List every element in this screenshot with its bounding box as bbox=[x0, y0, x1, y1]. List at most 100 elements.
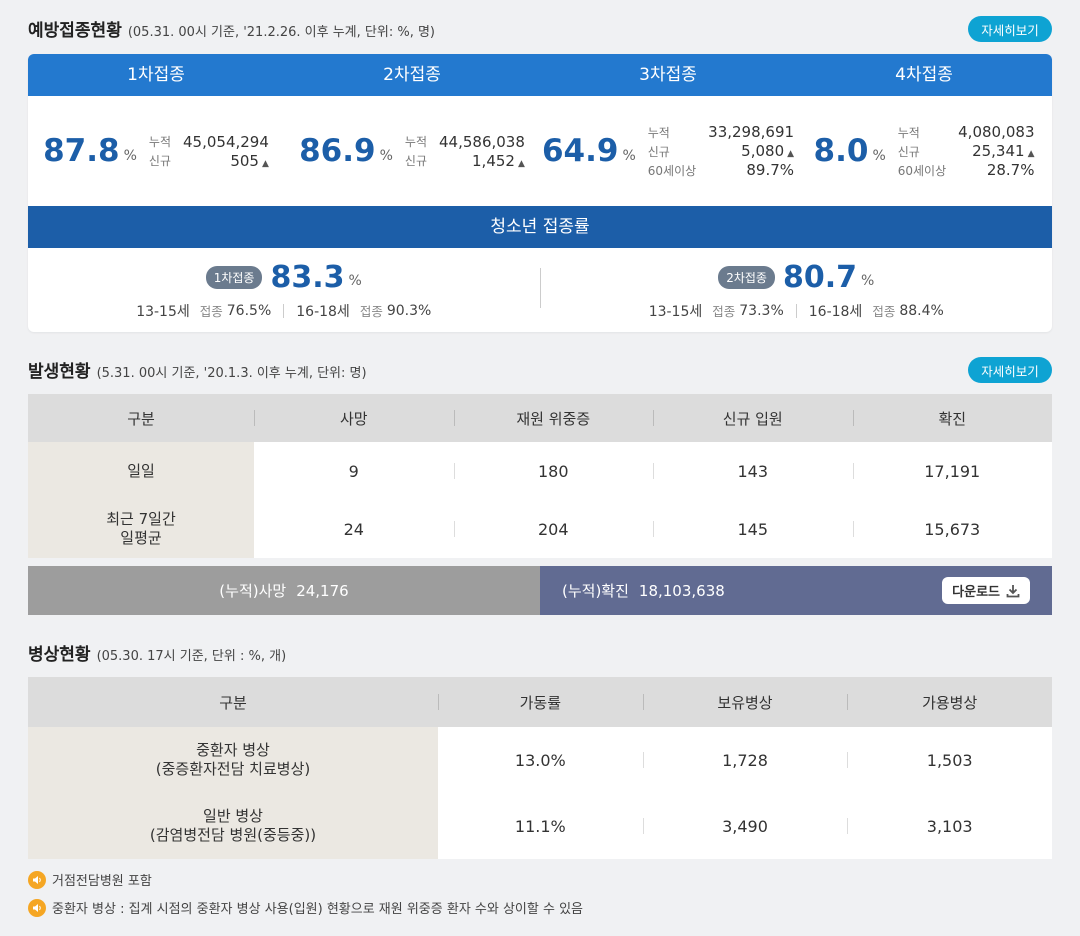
header-cell: 확진 bbox=[853, 408, 1053, 429]
row-header: 일일 bbox=[28, 442, 254, 500]
cumulative-death: (누적)사망 24,176 bbox=[28, 566, 540, 615]
note-text: 거점전담병원 포함 bbox=[52, 874, 152, 889]
dose-2-detail: 누적 44,586,038 신규 1,452 ▲ bbox=[405, 133, 525, 170]
teen-header-bar: 청소년 접종률 bbox=[28, 206, 1052, 248]
cum-value: 45,054,294 bbox=[183, 132, 269, 151]
header-cell: 가동률 bbox=[438, 692, 643, 713]
table-cell: 145 bbox=[653, 500, 853, 558]
table-row: 중환자 병상 (중증환자전담 치료병상) 13.0% 1,728 1,503 bbox=[28, 727, 1053, 793]
new-label: 신규 bbox=[647, 144, 670, 159]
header-cell: 가용병상 bbox=[847, 692, 1052, 713]
teen-values-row: 1차접종 83.3 % 13-15세 접종 76.5% 16-18세 접종 90… bbox=[28, 248, 1052, 332]
dose-3-detail: 누적 33,298,691 신규 5,080 ▲ 60세이상 89.7% bbox=[648, 123, 794, 179]
header-cell: 신규 입원 bbox=[653, 408, 853, 429]
age-60-label: 60세이상 bbox=[897, 163, 947, 178]
occurrence-more-button[interactable]: 자세히보기 bbox=[968, 357, 1052, 383]
teen-dose-1-pct: 83.3 bbox=[270, 259, 345, 295]
dose-1-detail: 누적 45,054,294 신규 505 ▲ bbox=[149, 133, 269, 170]
age-group-label: 16-18세 bbox=[296, 303, 350, 320]
vaccination-subtitle: (05.31. 00시 기준, '21.2.26. 이후 누계, 단위: %, … bbox=[127, 25, 435, 40]
teen-divider bbox=[539, 268, 541, 308]
dose-3-unit: % bbox=[622, 148, 636, 164]
divider bbox=[795, 303, 797, 318]
age-group-label: 16-18세 bbox=[808, 303, 863, 320]
cum-value: 44,586,038 bbox=[439, 132, 525, 151]
dose-4-unit: % bbox=[872, 148, 886, 164]
cum-value: 33,298,691 bbox=[708, 123, 795, 141]
occurrence-table: 구분 사망 재원 위중증 신규 입원 확진 일일 9 180 143 17,19… bbox=[28, 394, 1052, 558]
cumulative-confirmed-value: 18,103,638 bbox=[638, 581, 725, 600]
age-group-sublabel: 접종 bbox=[199, 304, 223, 319]
age-60-label: 60세이상 bbox=[647, 163, 697, 178]
cum-label: 누적 bbox=[647, 125, 670, 140]
teen-dose-2-ages: 13-15세 접종 73.3% 16-18세 접종 88.4% bbox=[649, 301, 944, 321]
dose-1-unit: % bbox=[123, 148, 137, 164]
age-group-label: 13-15세 bbox=[648, 303, 703, 320]
occurrence-title: 발생현황 bbox=[28, 362, 91, 382]
dose-2-cell: 86.9 % 누적 44,586,038 신규 1,452 ▲ bbox=[284, 96, 540, 206]
header-cell: 사망 bbox=[254, 408, 454, 429]
vaccination-title: 예방접종현황 bbox=[28, 21, 122, 41]
teen-dose-1-cell: 1차접종 83.3 % 13-15세 접종 76.5% 16-18세 접종 90… bbox=[28, 248, 540, 332]
dose-2-unit: % bbox=[379, 148, 393, 164]
age-group-sublabel: 접종 bbox=[712, 304, 736, 319]
new-label: 신규 bbox=[404, 154, 427, 168]
table-cell: 24 bbox=[254, 500, 454, 558]
table-cell: 3,490 bbox=[642, 793, 848, 859]
new-value: 5,080 bbox=[741, 142, 785, 160]
cumulative-death-label: (누적)사망 bbox=[219, 582, 287, 600]
new-value-wrap: 5,080 ▲ bbox=[708, 142, 794, 160]
dose-3-pct: 64.9 bbox=[541, 133, 619, 169]
up-triangle-icon: ▲ bbox=[1027, 149, 1035, 159]
table-cell: 3,103 bbox=[847, 793, 1053, 859]
header-cell: 구분 bbox=[127, 409, 155, 428]
vaccination-more-button[interactable]: 자세히보기 bbox=[968, 16, 1052, 42]
age-group-sublabel: 접종 bbox=[359, 304, 383, 319]
table-cell: 204 bbox=[453, 500, 653, 558]
vaccination-card: 1차접종 2차접종 3차접종 4차접종 87.8 % 누적 45,054,294… bbox=[28, 54, 1052, 332]
dose-1-label: 1차접종 bbox=[127, 65, 185, 85]
table-row: 최근 7일간 일평균 24 204 145 15,673 bbox=[28, 500, 1052, 558]
note-text: 중환자 병상 : 집계 시점의 중환자 병상 사용(입원) 현황으로 재원 위중… bbox=[52, 902, 583, 917]
new-value-wrap: 1,452 ▲ bbox=[439, 152, 525, 170]
download-button[interactable]: 다운로드 bbox=[942, 577, 1030, 604]
age-group-pct: 73.3% bbox=[739, 302, 784, 319]
age-group-pct: 76.5% bbox=[226, 302, 272, 319]
up-triangle-icon: ▲ bbox=[517, 158, 525, 169]
new-value-wrap: 505 ▲ bbox=[183, 152, 269, 170]
speaker-icon bbox=[28, 870, 46, 889]
new-label: 신규 bbox=[897, 144, 920, 159]
teen-dose-2-badge: 2차접종 bbox=[718, 265, 775, 289]
new-value: 505 bbox=[230, 151, 259, 170]
up-triangle-icon: ▲ bbox=[787, 149, 795, 159]
dose-4-pct: 8.0 bbox=[813, 133, 869, 169]
age-group-label: 13-15세 bbox=[136, 303, 190, 320]
table-cell: 17,191 bbox=[852, 442, 1052, 500]
age-group-pct: 90.3% bbox=[386, 302, 432, 319]
teen-dose-1-ages: 13-15세 접종 76.5% 16-18세 접종 90.3% bbox=[136, 301, 431, 321]
age-group-sublabel: 접종 bbox=[872, 304, 896, 319]
beds-section-header: 병상현황 (05.30. 17시 기준, 단위 : %, 개) bbox=[28, 640, 286, 665]
table-cell: 15,673 bbox=[852, 500, 1052, 558]
dose-4-cell: 8.0 % 누적 4,080,083 신규 25,341 ▲ 60세이상 28.7… bbox=[796, 96, 1052, 206]
teen-dose-1-badge: 1차접종 bbox=[205, 265, 263, 289]
dose-3-label: 3차접종 bbox=[639, 65, 697, 85]
new-value-wrap: 25,341 ▲ bbox=[958, 142, 1034, 160]
age-60-value: 89.7% bbox=[746, 161, 795, 179]
cum-label: 누적 bbox=[148, 135, 171, 149]
cumulative-bar: (누적)사망 24,176 (누적)확진 18,103,638 다운로드 bbox=[28, 566, 1052, 615]
cum-value: 4,080,083 bbox=[958, 123, 1035, 141]
dose-1-pct: 87.8 bbox=[43, 133, 120, 169]
divider bbox=[283, 303, 285, 318]
age-60-value: 28.7% bbox=[986, 161, 1035, 179]
beds-table: 구분 가동률 보유병상 가용병상 중환자 병상 (중증환자전담 치료병상) 13… bbox=[28, 677, 1053, 859]
cum-label: 누적 bbox=[897, 125, 920, 140]
teen-dose-2-cell: 2차접종 80.7 % 13-15세 접종 73.3% 16-18세 접종 88… bbox=[541, 248, 1053, 332]
cumulative-confirmed-label: (누적)확진 bbox=[562, 582, 629, 600]
table-cell: 180 bbox=[453, 442, 653, 500]
speaker-icon bbox=[28, 898, 46, 917]
note-item: 거점전담병원 포함 bbox=[28, 870, 152, 889]
dose-4-label: 4차접종 bbox=[895, 65, 953, 85]
table-cell: 9 bbox=[254, 442, 454, 500]
table-header: 구분 사망 재원 위중증 신규 입원 확진 bbox=[28, 394, 1052, 442]
